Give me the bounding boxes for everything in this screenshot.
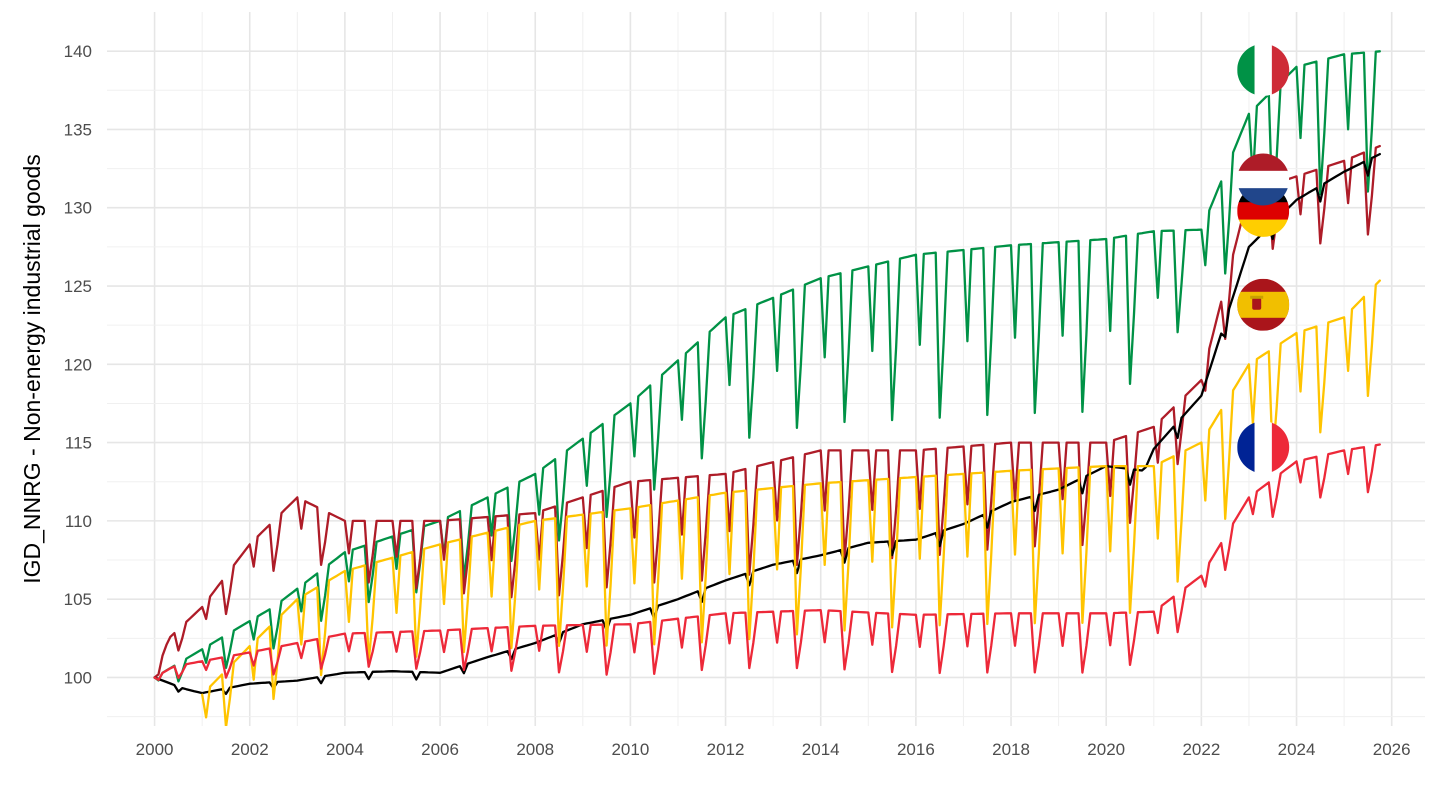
y-tick-label: 130 <box>64 199 92 218</box>
y-axis-title: IGD_NNRG - Non-energy industrial goods <box>19 154 45 584</box>
spain-flag <box>1237 278 1290 331</box>
x-tick-label: 2026 <box>1373 740 1411 759</box>
series-line-spain <box>201 279 1381 726</box>
x-tick-label: 2012 <box>707 740 745 759</box>
y-tick-label: 105 <box>64 590 92 609</box>
y-tick-label: 110 <box>65 512 92 531</box>
italy-flag <box>1237 43 1290 96</box>
y-tick-label: 125 <box>64 277 92 296</box>
france-flag <box>1237 421 1290 474</box>
gridlines <box>107 12 1425 726</box>
x-tick-label: 2002 <box>231 740 269 759</box>
x-tick-label: 2014 <box>802 740 840 759</box>
y-tick-label: 135 <box>64 120 92 139</box>
y-tick-label: 120 <box>64 355 92 374</box>
x-tick-label: 2018 <box>992 740 1030 759</box>
y-tick-label: 115 <box>65 434 92 453</box>
x-tick-label: 2004 <box>326 740 364 759</box>
netherlands-flag <box>1237 153 1290 206</box>
x-tick-label: 2024 <box>1278 740 1316 759</box>
series-lines <box>153 50 1381 726</box>
x-tick-label: 2020 <box>1087 740 1125 759</box>
series-line-italy <box>153 50 1381 683</box>
y-tick-label: 100 <box>64 668 92 687</box>
series-line-france <box>153 443 1381 682</box>
y-axis-ticks: 100 105 110 115 120 125 130 135 140 <box>64 42 92 687</box>
x-tick-label: 2022 <box>1182 740 1220 759</box>
series-line-germany <box>153 152 1381 696</box>
x-tick-label: 2016 <box>897 740 935 759</box>
flag-markers <box>1237 43 1290 474</box>
x-axis-ticks: 2000 2002 2004 2006 2008 2010 2012 2014 2016 2018… <box>136 740 1411 759</box>
x-tick-label: 2006 <box>421 740 459 759</box>
x-tick-label: 2000 <box>136 740 174 759</box>
series-line-netherlands <box>153 144 1381 679</box>
y-tick-label: 140 <box>64 42 92 61</box>
x-tick-label: 2010 <box>611 740 649 759</box>
x-tick-label: 2008 <box>516 740 554 759</box>
